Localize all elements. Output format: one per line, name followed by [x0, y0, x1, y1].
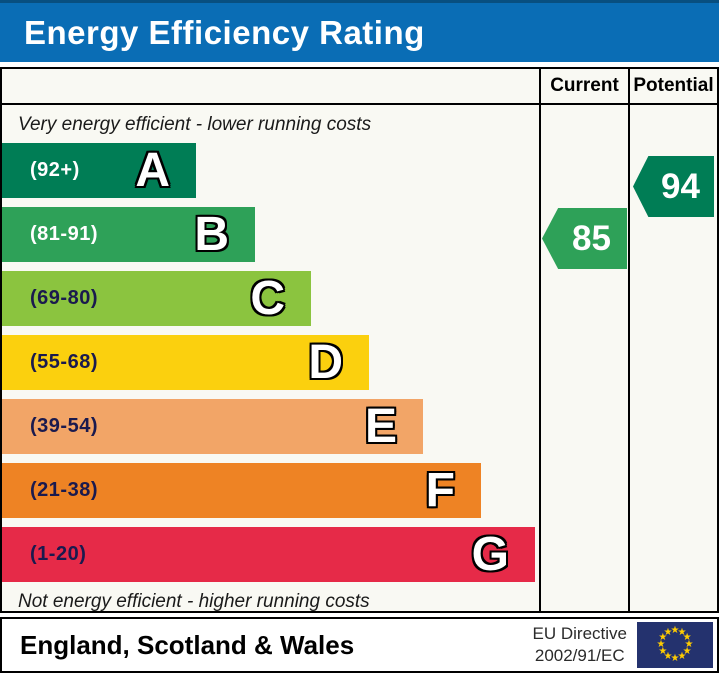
- band-c-letter: C: [250, 271, 285, 325]
- band-f-range-label: (21-38): [30, 479, 98, 501]
- band-d: (55-68) D: [2, 335, 369, 390]
- eu-directive-line1: EU Directive: [532, 623, 627, 643]
- potential-value-cell: 94: [630, 105, 717, 611]
- table-body-row: Very energy efficient - lower running co…: [2, 105, 717, 612]
- band-b: (81-91) B: [2, 207, 255, 262]
- page-title: Energy Efficiency Rating: [24, 13, 425, 51]
- band-a-letter: A: [135, 143, 170, 197]
- top-note: Very energy efficient - lower running co…: [18, 114, 372, 135]
- region-label: England, Scotland & Wales: [20, 629, 355, 660]
- band-g-letter: G: [471, 527, 509, 581]
- footer-bar: England, Scotland & Wales EU Directive 2…: [0, 617, 719, 673]
- table-header-row: Current Potential: [2, 69, 717, 105]
- band-c: (69-80) C: [2, 271, 311, 326]
- eu-directive-label: EU Directive 2002/91/EC: [533, 623, 627, 667]
- bottom-note: Not energy efficient - higher running co…: [18, 591, 370, 612]
- band-c-range-label: (69-80): [30, 287, 98, 309]
- eu-flag-stars: ★ ★ ★ ★ ★ ★ ★ ★ ★ ★ ★ ★: [656, 625, 694, 664]
- potential-column-header: Potential: [633, 75, 714, 96]
- current-column-header: Current: [541, 69, 630, 103]
- rating-bands: (92+) A (81-91) B (69-80) C (55-68) D (3…: [2, 143, 539, 582]
- band-g: (1-20) G: [2, 527, 535, 582]
- band-b-range-label: (81-91): [30, 223, 98, 245]
- eu-directive-line2: 2002/91/EC: [534, 646, 625, 665]
- band-e-letter: E: [364, 399, 397, 453]
- band-d-letter: D: [308, 335, 343, 389]
- band-a: (92+) A: [2, 143, 196, 198]
- current-marker: 85: [542, 208, 627, 269]
- band-e: (39-54) E: [2, 399, 423, 454]
- rating-scale-cell: Very energy efficient - lower running co…: [2, 105, 541, 612]
- band-e-range-label: (39-54): [30, 415, 98, 437]
- band-a-range-label: (92+): [30, 159, 80, 181]
- header-spacer-cell: [2, 69, 541, 103]
- band-g-range-label: (1-20): [30, 543, 87, 565]
- current-value-cell: 85: [541, 105, 630, 611]
- band-d-range-label: (55-68): [30, 351, 98, 373]
- epc-rating-table: Current Potential Very energy efficient …: [0, 67, 719, 613]
- band-b-letter: B: [194, 207, 229, 261]
- band-f: (21-38) F: [2, 463, 481, 518]
- band-f-letter: F: [425, 463, 455, 517]
- title-banner: Energy Efficiency Rating: [0, 0, 719, 62]
- potential-marker: 94: [633, 156, 714, 217]
- eu-flag-icon: ★ ★ ★ ★ ★ ★ ★ ★ ★ ★ ★ ★: [637, 622, 713, 668]
- potential-value: 94: [661, 166, 700, 206]
- current-value: 85: [572, 218, 611, 258]
